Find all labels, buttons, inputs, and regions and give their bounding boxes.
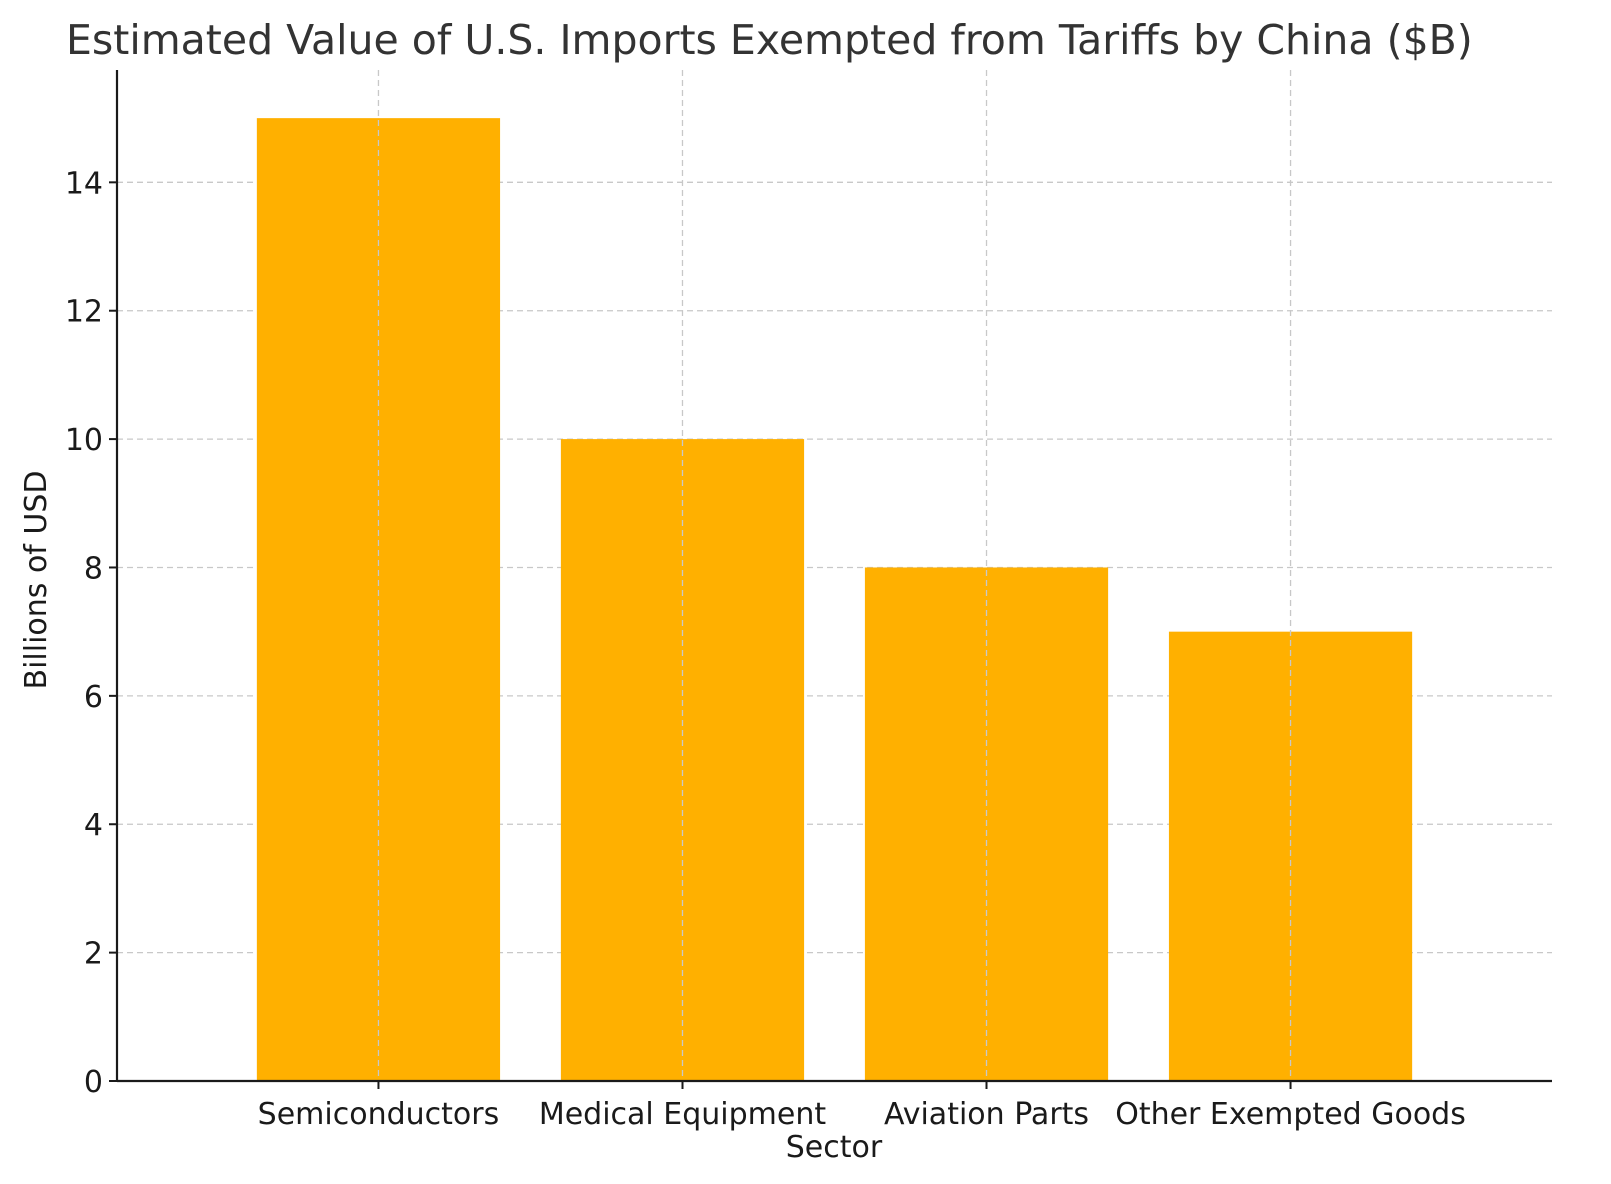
bar-other-exempted-goods: [1168, 631, 1413, 1081]
ticks-layer: 0 2 4 6 8 10 12 14 Semiconductors Medical Equipme…: [65, 166, 1466, 1132]
y-tick-label: 8: [84, 551, 103, 586]
x-tick-label: Semiconductors: [258, 1097, 500, 1132]
y-tick-label: 12: [65, 295, 103, 330]
y-tick-label: 10: [65, 423, 103, 458]
x-tick-label: Medical Equipment: [539, 1097, 827, 1132]
y-tick-label: 14: [65, 166, 103, 201]
bars-layer: [256, 118, 1413, 1082]
chart-title: Estimated Value of U.S. Imports Exempted…: [66, 16, 1473, 64]
x-tick-label: Other Exempted Goods: [1115, 1097, 1466, 1132]
y-tick-label: 2: [84, 937, 103, 972]
y-tick-label: 4: [84, 808, 103, 843]
y-tick-label: 0: [84, 1065, 103, 1100]
y-tick-label: 6: [84, 680, 103, 715]
axes-layer: [115, 70, 1552, 1083]
x-tick-label: Aviation Parts: [884, 1097, 1089, 1132]
vertical-grid-layer: [377, 70, 1292, 1081]
x-axis-label: Sector: [786, 1130, 883, 1165]
y-axis-label: Billions of USD: [19, 470, 54, 689]
